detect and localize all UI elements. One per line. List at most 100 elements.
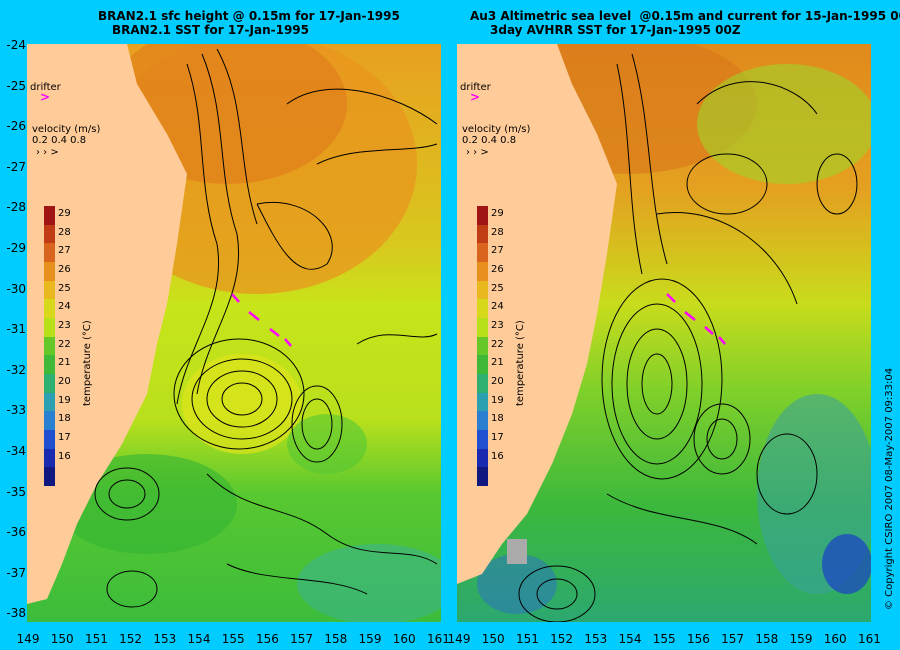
colorbar-tick-label: 24 bbox=[491, 301, 504, 313]
colorbar-tick-label: 27 bbox=[491, 245, 504, 257]
left-velocity-scale: 0.2 0.4 0.8 bbox=[32, 135, 87, 146]
colorbar-tick-label: 29 bbox=[58, 208, 71, 219]
colorbar-swatch bbox=[44, 411, 55, 431]
y-tick-label: -26 bbox=[6, 119, 26, 134]
x-tick-label: 150 bbox=[481, 632, 505, 646]
x-tick-label: 158 bbox=[755, 632, 779, 646]
colorbar-swatch bbox=[44, 336, 55, 356]
y-tick-label: -35 bbox=[6, 484, 26, 499]
colorbar-swatch bbox=[477, 411, 488, 431]
colorbar-swatch bbox=[44, 299, 55, 319]
x-tick-label: 157 bbox=[721, 632, 745, 646]
colorbar-swatch bbox=[477, 430, 488, 450]
colorbar-tick-label: 21 bbox=[58, 357, 71, 369]
colorbar-swatch bbox=[44, 280, 55, 300]
y-tick-label: -33 bbox=[6, 403, 26, 418]
colorbar-swatch bbox=[477, 299, 488, 319]
colorbar-tick-label: 28 bbox=[58, 226, 71, 238]
y-tick-label: -34 bbox=[6, 444, 26, 458]
colorbar-swatch bbox=[44, 374, 55, 394]
x-tick-label: 149 bbox=[447, 632, 471, 646]
colorbar-swatch bbox=[477, 336, 488, 356]
colorbar-title: temperature (°C) bbox=[515, 320, 526, 406]
x-tick-label: 155 bbox=[652, 632, 676, 646]
colorbar-swatch bbox=[477, 448, 488, 468]
colorbar-tick-label: 16 bbox=[58, 450, 71, 462]
colorbar-tick-label: 28 bbox=[491, 226, 504, 238]
colorbar-tick-label: 22 bbox=[58, 338, 71, 350]
x-tick-label: 158 bbox=[324, 632, 348, 646]
left-drifter-label: drifter bbox=[30, 82, 61, 93]
x-tick-label: 154 bbox=[618, 632, 642, 646]
right-title-1: Au3 Altimetric sea level @0.15m and curr… bbox=[470, 9, 900, 23]
colorbar-tick-label: 19 bbox=[58, 394, 71, 406]
land-mask bbox=[507, 539, 527, 564]
colorbar-swatch bbox=[44, 467, 55, 487]
y-tick-label: -25 bbox=[6, 78, 26, 93]
left-map bbox=[27, 44, 441, 622]
right-title-2: 3day AVHRR SST for 17-Jan-1995 00Z bbox=[490, 23, 741, 37]
colorbar-tick-label: 17 bbox=[491, 432, 504, 443]
colorbar-swatch bbox=[477, 392, 488, 412]
left-velocity-arrows-icon: › › > bbox=[36, 147, 59, 158]
y-tick-label: -27 bbox=[6, 159, 26, 174]
x-tick-label: 153 bbox=[153, 632, 177, 646]
colorbar-swatch bbox=[477, 280, 488, 300]
right-drifter-label: drifter bbox=[460, 82, 491, 93]
colorbar-swatch bbox=[44, 243, 55, 263]
copyright-text: © Copyright CSIRO 2007 08-May-2007 09:33… bbox=[884, 367, 895, 610]
x-tick-label: 154 bbox=[187, 632, 211, 646]
x-tick-label: 160 bbox=[392, 632, 416, 646]
colorbar-tick-label: 27 bbox=[58, 245, 71, 257]
colorbar-tick-label: 24 bbox=[58, 301, 71, 313]
x-tick-label: 153 bbox=[584, 632, 608, 646]
x-tick-label: 152 bbox=[119, 632, 143, 646]
colorbar-tick-label: 25 bbox=[491, 282, 504, 294]
x-tick-label: 159 bbox=[789, 632, 813, 646]
land-australia bbox=[457, 44, 617, 584]
colorbar-swatch bbox=[477, 467, 488, 487]
colorbar-tick-label: 20 bbox=[491, 376, 504, 387]
x-tick-label: 150 bbox=[50, 632, 74, 646]
colorbar-swatch bbox=[44, 392, 55, 412]
x-tick-label: 160 bbox=[823, 632, 847, 646]
left-title-2: BRAN2.1 SST for 17-Jan-1995 bbox=[112, 23, 309, 37]
colorbar-tick-label: 29 bbox=[491, 208, 504, 219]
right-drifter-arrow-icon: > bbox=[470, 90, 481, 104]
colorbar-swatch bbox=[477, 355, 488, 375]
colorbar-swatch bbox=[44, 448, 55, 468]
y-tick-label: -24 bbox=[6, 38, 26, 52]
colorbar-tick-label: 18 bbox=[491, 413, 504, 425]
colorbar-swatch bbox=[44, 318, 55, 338]
y-tick-label: -30 bbox=[6, 281, 26, 296]
colorbar-tick-label: 21 bbox=[491, 357, 504, 369]
colorbar-swatch bbox=[477, 318, 488, 338]
colorbar-tick-label: 25 bbox=[58, 282, 71, 294]
colorbar-tick-label: 16 bbox=[491, 450, 504, 462]
x-tick-label: 161 bbox=[426, 632, 450, 646]
y-tick-label: -38 bbox=[6, 606, 26, 621]
y-tick-label: -29 bbox=[6, 241, 26, 255]
x-tick-label: 157 bbox=[290, 632, 314, 646]
left-drifter-arrow-icon: > bbox=[40, 90, 51, 104]
x-tick-label: 151 bbox=[84, 632, 108, 646]
colorbar-tick-label: 26 bbox=[491, 264, 504, 275]
right-map bbox=[457, 44, 871, 622]
x-tick-label: 156 bbox=[686, 632, 710, 646]
colorbar-tick-label: 26 bbox=[58, 264, 71, 275]
x-tick-label: 149 bbox=[16, 632, 40, 646]
x-tick-label: 161 bbox=[857, 632, 881, 646]
colorbar-tick-label: 19 bbox=[491, 394, 504, 406]
y-tick-label: -28 bbox=[6, 200, 26, 215]
colorbar-swatch bbox=[477, 206, 488, 226]
left-map-panel bbox=[27, 44, 441, 622]
colorbar-swatch bbox=[44, 224, 55, 244]
right-velocity-scale: 0.2 0.4 0.8 bbox=[462, 135, 517, 146]
drifter-track bbox=[666, 293, 726, 345]
colorbar-swatch bbox=[44, 430, 55, 450]
colorbar-tick-label: 23 bbox=[491, 320, 504, 331]
colorbar-tick-label: 18 bbox=[58, 413, 71, 425]
colorbar-swatch bbox=[44, 355, 55, 375]
x-tick-label: 151 bbox=[515, 632, 539, 646]
colorbar-swatch bbox=[44, 206, 55, 226]
